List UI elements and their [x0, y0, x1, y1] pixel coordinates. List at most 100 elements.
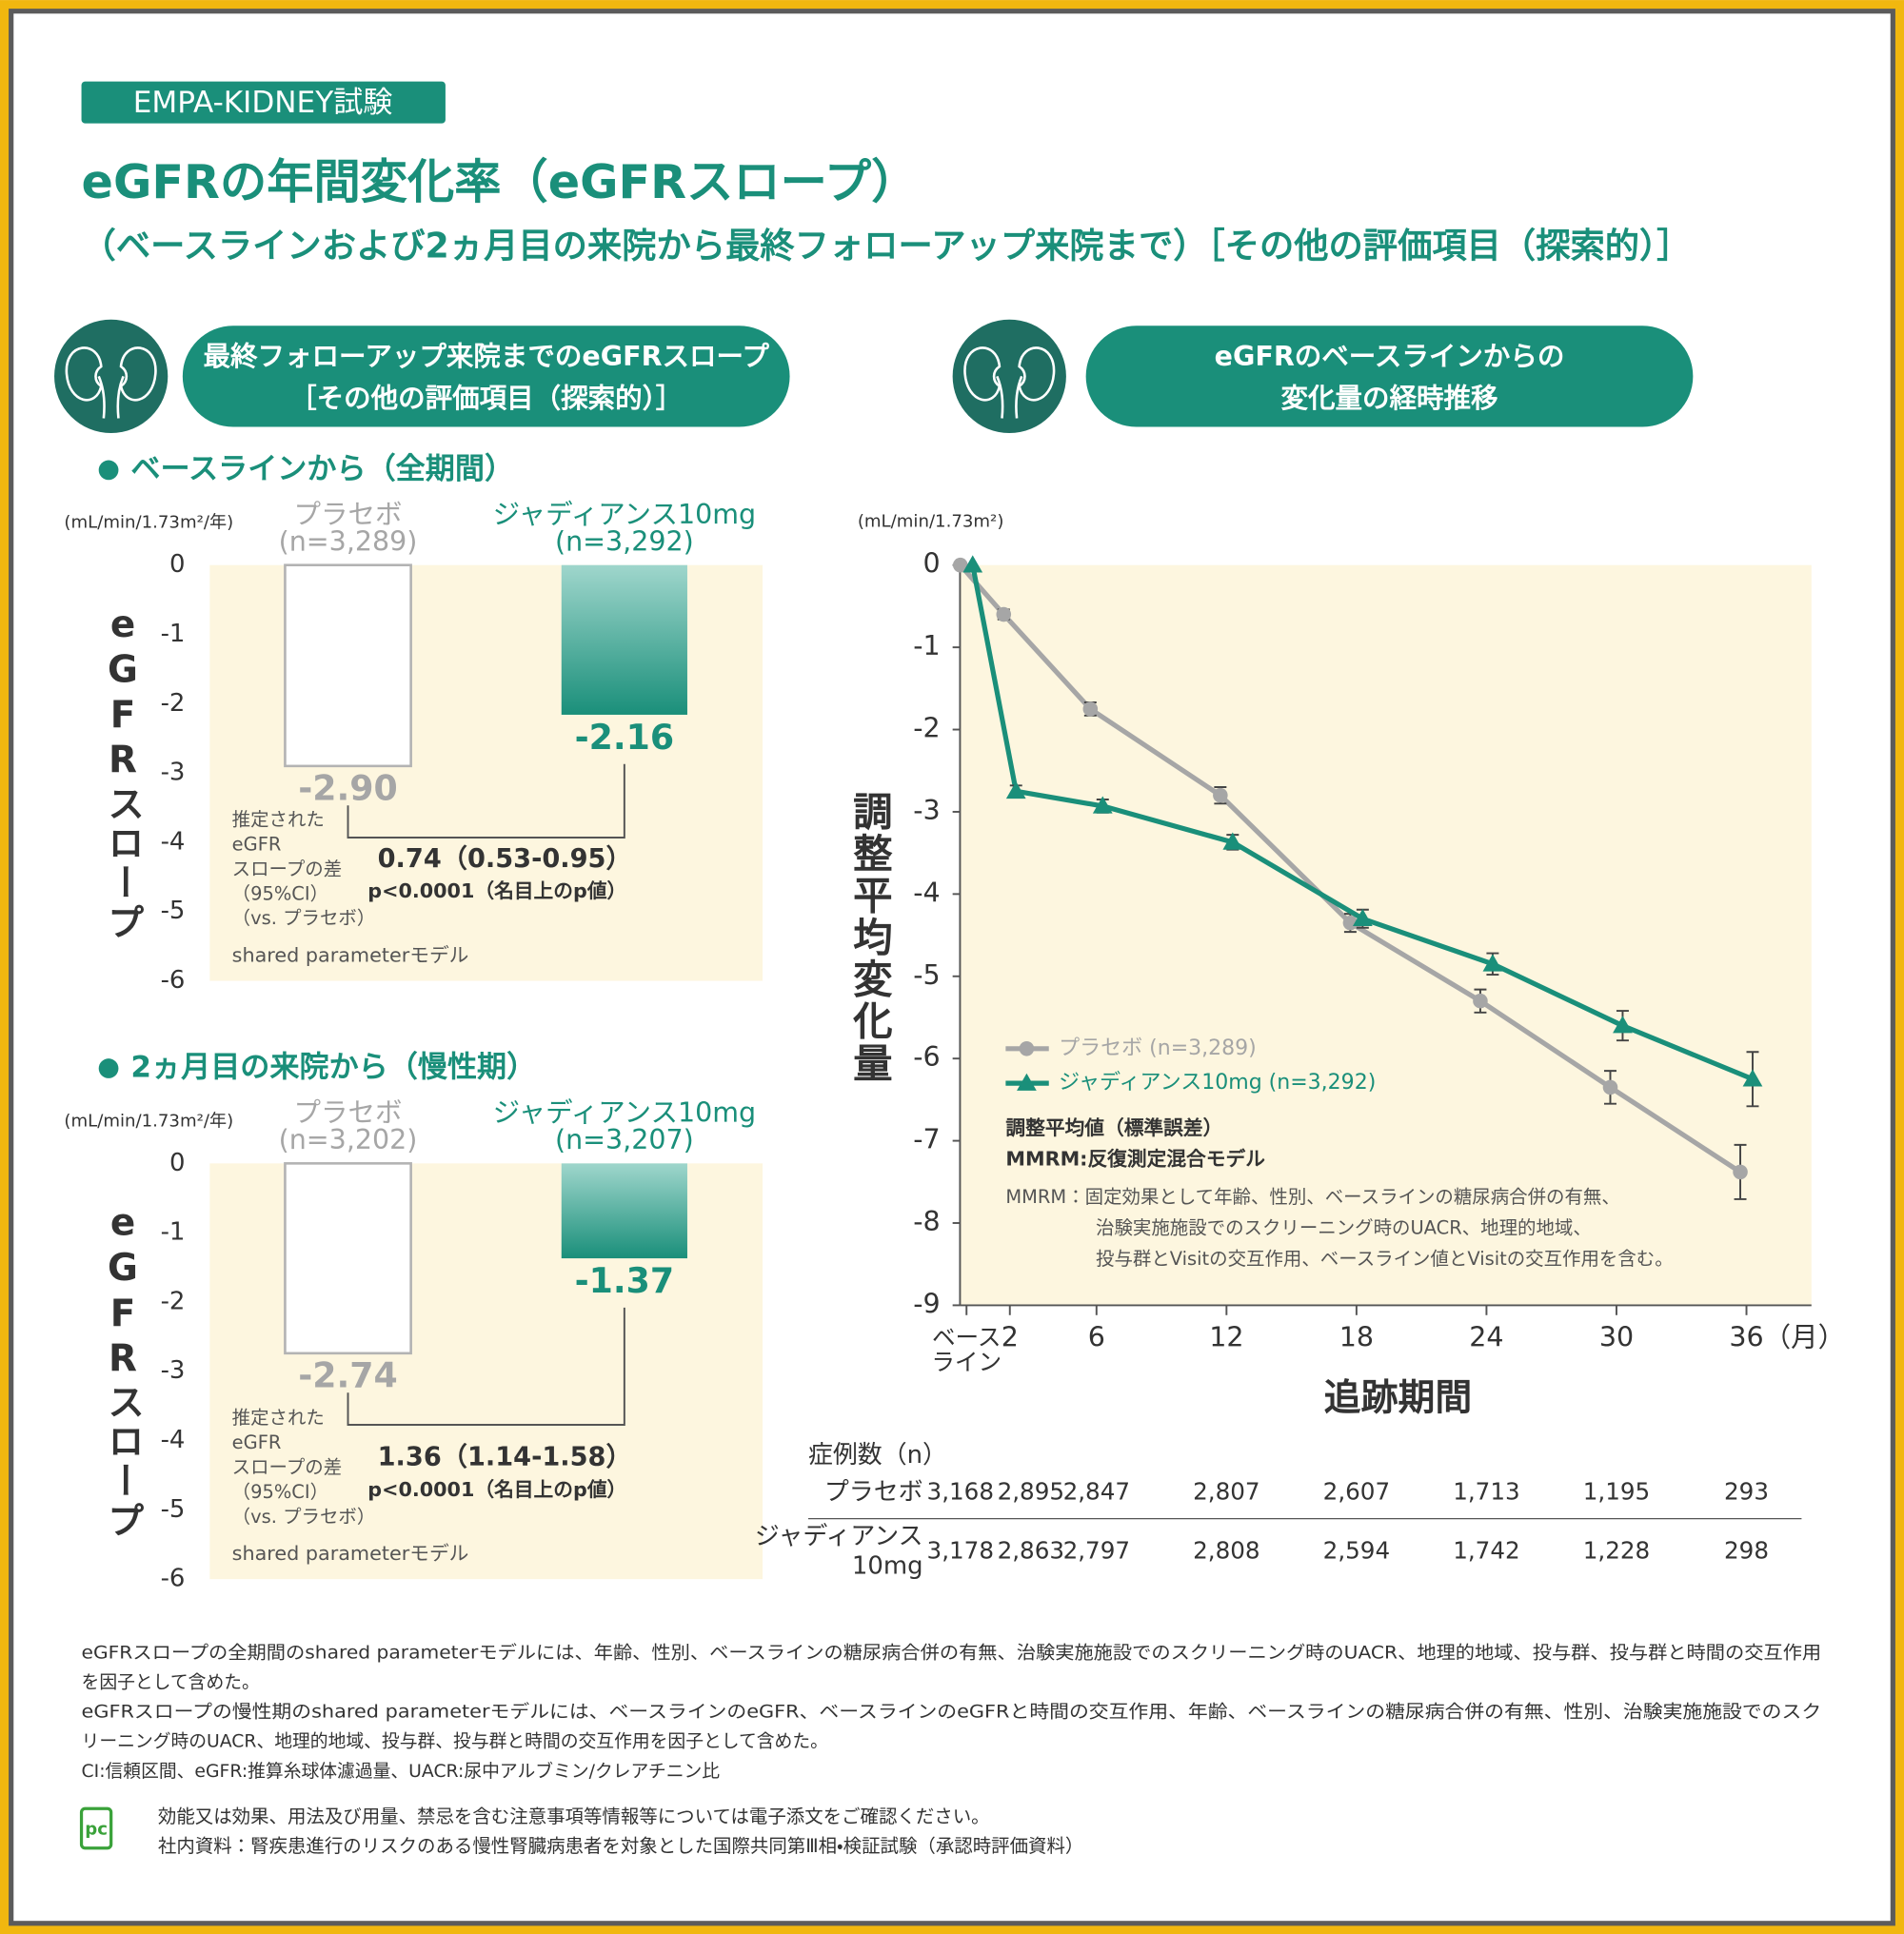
model-note: 投与群とVisitの交互作用、ベースライン値とVisitの交互作用を含む。 — [1096, 1248, 1674, 1270]
footnote: eGFRスロープの慢性期のshared parameterモデルには、ベースライ… — [82, 1702, 1822, 1723]
bar — [561, 1163, 687, 1259]
y-tick-label: -1 — [161, 1218, 186, 1247]
y-tick-label: 0 — [923, 548, 941, 580]
kidney-right — [119, 346, 157, 402]
panel-pill — [1085, 326, 1694, 427]
y-tick-label: -1 — [913, 630, 940, 661]
x-tick-label: 6 — [1088, 1321, 1105, 1352]
y-tick-label: -2 — [161, 689, 186, 718]
y-tick-label: -5 — [913, 959, 940, 991]
count-cell: 2,847 — [1063, 1477, 1130, 1505]
difference-note: （95%CI） — [232, 882, 328, 904]
point — [1742, 1069, 1763, 1087]
point — [1342, 915, 1359, 931]
panel-text: 最終フォローアップ来院までのeGFRスロープ — [204, 341, 770, 372]
point — [1613, 1016, 1633, 1034]
category-label: ジャディアンス10mg — [493, 499, 757, 530]
p-value: p<0.0001（名目上のp値） — [367, 1478, 626, 1501]
point — [996, 606, 1012, 622]
point — [1082, 701, 1099, 717]
x-unit: （月） — [1764, 1321, 1846, 1352]
kidney-drawing — [963, 346, 1056, 419]
point — [1005, 780, 1026, 799]
x-axis-label: 追跡期間 — [1324, 1377, 1473, 1420]
footer-text: 効能又は効果、用法及び用量、禁忌を含む注意事項等情報等については電子添文をご確認… — [158, 1806, 990, 1827]
count-cell: 2,895 — [998, 1477, 1064, 1505]
difference-note: （vs. プラセボ） — [232, 1506, 376, 1528]
section-bullet — [98, 1058, 119, 1078]
point — [1482, 954, 1503, 972]
model-note: 治験実施施設でのスクリーニング時のUACR、地理的地域、 — [1096, 1217, 1592, 1239]
count-cell: 2,594 — [1323, 1537, 1390, 1565]
bar — [284, 563, 412, 768]
y-tick-label: -4 — [161, 1426, 186, 1454]
count-cell: 3,168 — [927, 1477, 994, 1505]
count-cell: 1,713 — [1453, 1477, 1519, 1505]
difference-note: スロープの差 — [232, 858, 342, 879]
point — [1602, 1079, 1618, 1095]
point — [1213, 787, 1228, 803]
y-tick-label: -8 — [913, 1206, 940, 1237]
row-name: ジャディアンス — [755, 1523, 923, 1551]
y-tick-label: 0 — [169, 1149, 185, 1177]
legend-label: プラセボ (n=3,289) — [1059, 1036, 1257, 1060]
plot-area — [960, 564, 1812, 1306]
y-tick-label: -2 — [913, 713, 940, 744]
kidney-icon — [54, 319, 169, 434]
count-cell: 2,863 — [998, 1537, 1064, 1565]
point — [1352, 908, 1373, 927]
n-label: (n=3,207) — [555, 1124, 694, 1155]
legend-marker — [1019, 1041, 1035, 1056]
difference-bracket — [347, 1307, 625, 1426]
badge-text: EMPA-KIDNEY試験 — [133, 86, 393, 120]
category-label: プラセボ — [294, 1097, 403, 1129]
x-tick-label: 36 — [1729, 1321, 1763, 1352]
y-tick-label: -4 — [913, 877, 940, 908]
point — [1733, 1164, 1748, 1180]
count-cell: 2,797 — [1063, 1537, 1130, 1565]
row-name: 10mg — [852, 1552, 923, 1581]
n-label: (n=3,289) — [279, 525, 418, 557]
y-tick-label: -9 — [913, 1288, 940, 1319]
n-label: (n=3,202) — [279, 1124, 418, 1155]
point — [952, 557, 968, 573]
value-label: -1.37 — [575, 1260, 675, 1301]
y-tick-label: -7 — [913, 1124, 940, 1155]
model-note-bold: 調整平均値（標準誤差） — [1005, 1116, 1222, 1139]
n-label: (n=3,292) — [555, 525, 694, 557]
ureter — [97, 375, 125, 419]
y-axis-label: 調整平均変化量 — [846, 791, 894, 1084]
unit-label: (mL/min/1.73m²) — [858, 511, 1004, 531]
section-title: ベースラインから（全期間） — [130, 452, 514, 486]
count-cell: 3,178 — [927, 1537, 994, 1565]
category-label: ジャディアンス10mg — [493, 1097, 757, 1129]
y-tick-label: -6 — [161, 966, 186, 995]
point — [1092, 796, 1113, 814]
x-tick-label: 30 — [1599, 1321, 1634, 1352]
x-tick-label: ベースライン — [931, 1323, 1002, 1375]
difference-note: 推定された — [232, 1407, 325, 1429]
difference-bracket — [347, 763, 625, 839]
x-tick-label: 24 — [1469, 1321, 1503, 1352]
footnote: eGFRスロープの全期間のshared parameterモデルには、年齢、性別… — [82, 1642, 1822, 1663]
value-label: -2.16 — [575, 717, 675, 758]
bar — [561, 564, 687, 715]
model-note-bold: MMRM:反復測定混合モデル — [1005, 1147, 1265, 1170]
x-tick-label: 18 — [1339, 1321, 1374, 1352]
count-cell: 2,808 — [1193, 1537, 1259, 1565]
y-tick-label: -3 — [161, 759, 186, 787]
point — [1473, 993, 1488, 1009]
difference-note: 推定された — [232, 809, 325, 831]
series-line — [958, 562, 1742, 1174]
badge — [81, 81, 446, 124]
title: eGFRの年間変化率（eGFRスロープ） — [82, 154, 919, 209]
panel-text: ［その他の評価項目（探索的）］ — [289, 383, 683, 414]
count-cell: 2,607 — [1323, 1477, 1390, 1505]
subtitle: （ベースラインおよび2ヵ月目の来院から最終フォローアップ来院まで）［その他の評価… — [82, 226, 1692, 266]
footer-text: 社内資料：腎疾患進行のリスクのある慢性腎臓病患者を対象とした国際共同第Ⅲ相・検証… — [158, 1835, 1083, 1857]
difference-value: 1.36（1.14-1.58） — [378, 1443, 632, 1472]
section-title: 2ヵ月目の来院から（慢性期） — [130, 1051, 536, 1085]
unit-label: (mL/min/1.73m²/年) — [64, 513, 233, 533]
y-tick-label: -2 — [161, 1287, 186, 1315]
